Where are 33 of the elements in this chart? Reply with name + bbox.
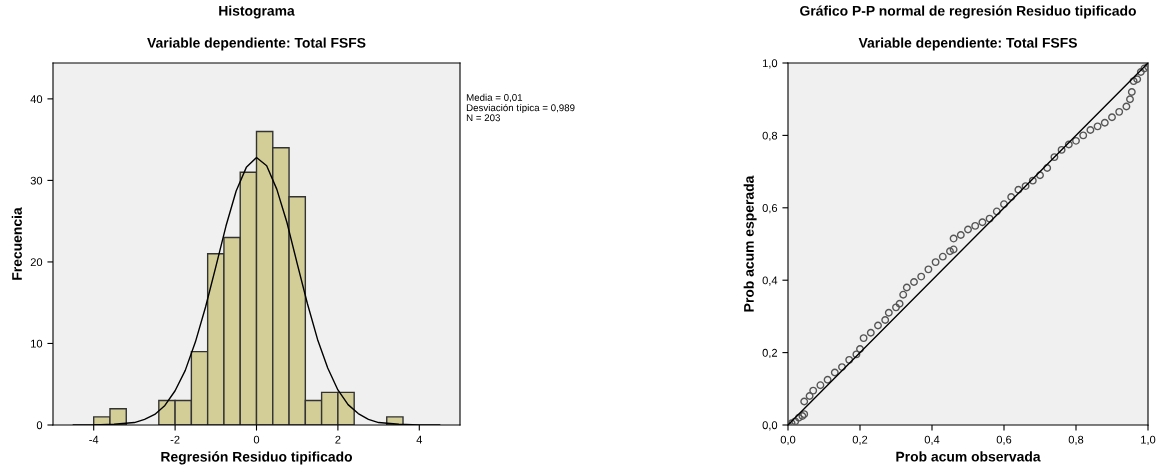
x-tick-label: 0,2 [852, 435, 868, 445]
x-tick-label: 1,0 [1141, 435, 1156, 445]
y-tick-label: 0,2 [762, 348, 778, 359]
x-tick-label: -4 [89, 435, 99, 444]
x-axis-title: Prob acum observada [896, 451, 1041, 462]
x-tick-label: 2 [335, 435, 341, 444]
y-tick-label: 40 [30, 95, 43, 104]
x-axis-title: Regresión Residuo tipificado [161, 451, 353, 465]
text: Media = 0,01 [466, 93, 523, 103]
y-tick-label: 0,0 [762, 421, 778, 431]
x-tick-label: 0,6 [996, 435, 1012, 445]
chart-subtitle: Variable dependiente: Total FSFS [858, 37, 1077, 51]
y-axis-title: Frecuencia [11, 207, 22, 280]
x-tick-label: 0,0 [780, 435, 796, 445]
y-tick-label: 0,4 [762, 276, 778, 286]
y-tick-label: 0 [36, 421, 43, 430]
y-tick-label: 0,8 [762, 131, 778, 141]
text: Desviación típica = 0,989 [466, 103, 575, 114]
chart-title: Histograma [219, 5, 295, 19]
chart-title: Gráfico P-P normal de regresión Residuo tipificado [800, 5, 1136, 19]
x-tick-label: 0,4 [924, 435, 940, 445]
text: N = 203 [466, 114, 500, 122]
y-tick-label: 1,0 [762, 59, 778, 69]
y-tick-label: 0,6 [762, 204, 778, 214]
x-tick-label: 4 [416, 435, 423, 444]
x-tick-label: -2 [170, 435, 180, 444]
x-tick-label: 0,8 [1068, 435, 1084, 445]
chart-subtitle: Variable dependiente: Total FSFS [147, 37, 366, 51]
y-tick-label: 10 [31, 339, 43, 348]
x-tick-label: 0 [253, 435, 260, 444]
y-tick-label: 20 [30, 258, 43, 267]
y-tick-label: 30 [30, 176, 43, 185]
y-axis-title: Prob acum esperada [743, 175, 757, 312]
